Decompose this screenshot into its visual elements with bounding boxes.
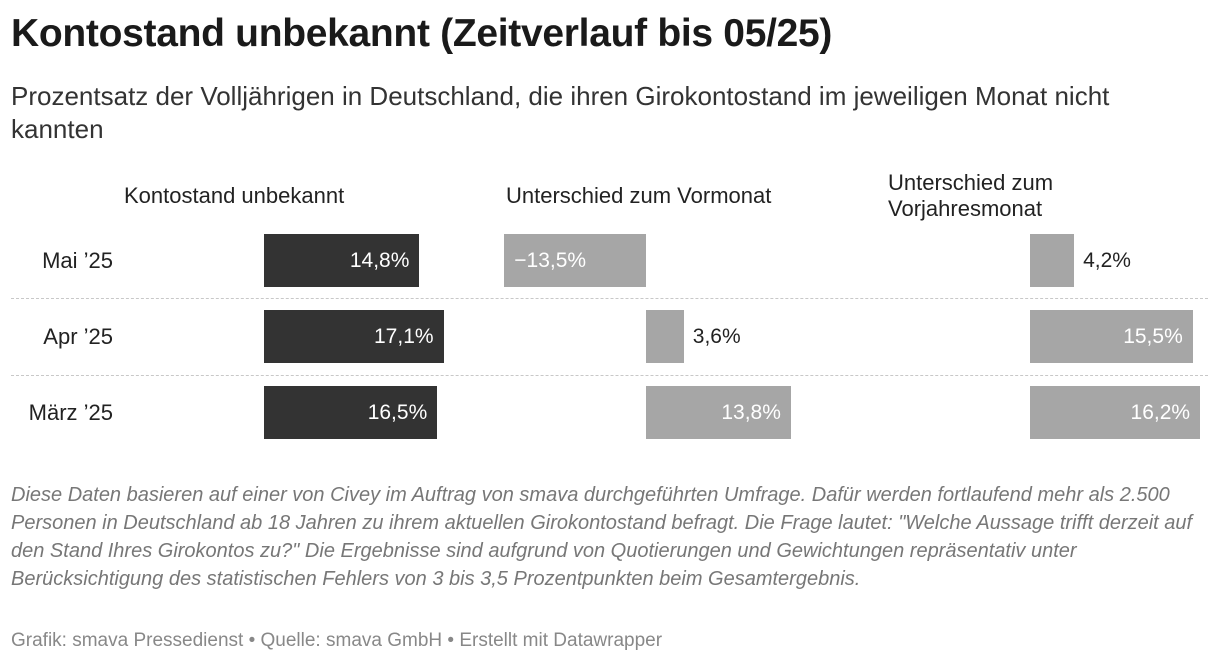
data-label: 13,8% [721, 401, 781, 424]
chart-source: Grafik: smava Pressedienst • Quelle: sma… [11, 630, 663, 651]
data-label: 3,6% [692, 325, 741, 348]
bar [264, 234, 420, 287]
chart-title: Kontostand unbekannt (Zeitverlauf bis 05… [11, 12, 833, 55]
row-label: Mai ’25 [42, 248, 113, 273]
data-label: 14,8% [349, 249, 410, 272]
bar [646, 386, 791, 439]
bar [264, 386, 438, 439]
bar [1030, 310, 1193, 363]
data-label: 16,2% [1130, 401, 1191, 424]
row-divider [11, 375, 1208, 376]
data-label: −13,5% [514, 249, 587, 272]
column-header-kontostand: Kontostand unbekannt [124, 183, 345, 208]
data-label: 4,2% [1083, 249, 1131, 272]
row-label: Apr ’25 [43, 324, 113, 349]
bar [1030, 234, 1075, 287]
row-label: März ’25 [28, 400, 113, 425]
bar [264, 310, 444, 363]
column-header-vorjahresmonat: Unterschied zum Vorjahresmonat [888, 170, 1054, 221]
chart-subtitle: Prozentsatz der Volljährigen in Deutschl… [11, 81, 1110, 144]
data-label: 17,1% [374, 325, 434, 348]
bar [646, 310, 684, 363]
bar [504, 234, 646, 287]
column-header-vormonat: Unterschied zum Vormonat [506, 183, 772, 208]
bar [1030, 386, 1201, 439]
row-divider [11, 298, 1208, 299]
chart-notes: Diese Daten basieren auf einer von Civey… [11, 484, 1193, 590]
data-label: 15,5% [1123, 325, 1183, 348]
data-label: 16,5% [367, 401, 428, 424]
